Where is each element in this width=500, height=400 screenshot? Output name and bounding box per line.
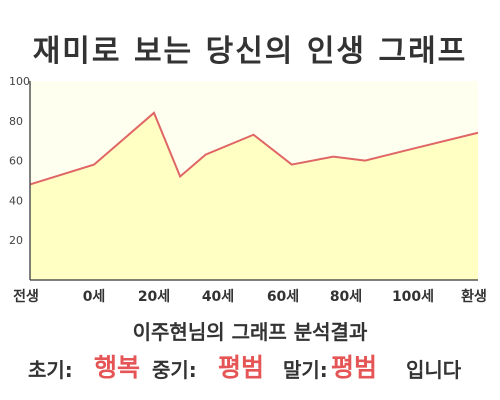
x-tick-label: 100세 — [392, 289, 434, 305]
mid-label: 중기: — [152, 358, 197, 382]
analysis-result: 초기: 행복 중기: 평범 말기: 평범 입니다 — [0, 346, 500, 382]
series-area — [30, 112, 478, 280]
x-tick-label: 전생 — [13, 288, 39, 305]
series-line — [29, 111, 479, 186]
chart-title: 재미로 보는 당신의 인생 그래프 — [32, 34, 468, 69]
x-tick-label: 80세 — [330, 289, 362, 305]
early-value: 행복 — [94, 353, 141, 382]
y-tick-label: 40 — [9, 194, 23, 207]
x-tick-label: 0세 — [83, 289, 106, 305]
y-tick-label: 20 — [9, 234, 23, 247]
y-tick-label: 60 — [9, 155, 23, 168]
late-value: 평범 — [331, 353, 378, 382]
mid-value: 평범 — [218, 353, 265, 382]
analysis-subtitle: 이주현님의 그래프 분석결과 — [132, 320, 368, 344]
x-tick-label: 60세 — [267, 289, 299, 305]
y-tick-label: 80 — [9, 115, 23, 128]
x-tick-label: 환생 — [461, 288, 487, 305]
result-suffix: 입니다 — [406, 358, 462, 382]
early-label: 초기: — [28, 358, 73, 382]
x-tick-label: 40세 — [202, 289, 234, 305]
plot-area: 20 40 60 80 100 전생 0세 20세 40세 60세 80세 100세 환생 — [9, 75, 487, 305]
y-tick-label: 100 — [9, 75, 30, 88]
x-tick-label: 20세 — [138, 289, 170, 305]
late-label: 말기: — [283, 358, 328, 382]
